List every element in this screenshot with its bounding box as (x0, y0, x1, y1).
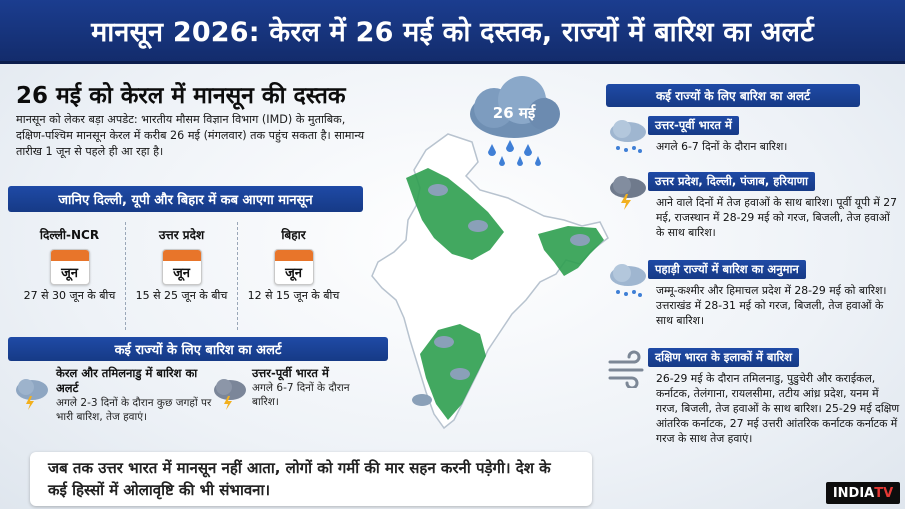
calendar-icon: जून (161, 249, 202, 285)
map-cloud-icon (428, 184, 448, 196)
calendar-icon: जून (273, 249, 314, 285)
page-title: मानसून 2026: केरल में 26 मई को दस्तक, रा… (91, 17, 814, 48)
bottom-note: जब तक उत्तर भारत में मानसून नहीं आता, लो… (30, 452, 592, 506)
thunderstorm-icon (610, 176, 646, 210)
arrival-section-title: जानिए दिल्ली, यूपी और बिहार में कब आएगा … (8, 186, 363, 212)
title-banner: मानसून 2026: केरल में 26 मई को दस्तक, रा… (0, 0, 905, 64)
alert-block-heading: पहाड़ी राज्यों में बारिश का अनुमान (648, 260, 806, 279)
left-alert-item: उत्तर-पूर्वी भारत में अगले 6-7 दिनों के … (252, 366, 362, 409)
rain-cloud-icon (610, 120, 646, 153)
map-cloud-icon (450, 368, 470, 380)
intro-text: मानसून को लेकर बड़ा अपडेट: भारतीय मौसम व… (16, 113, 365, 158)
alert-block-text: अगले 6-7 दिनों के दौरान बारिश। (656, 140, 788, 153)
left-alert-section: केरल और तमिलनाडु में बारिश का अलर्ट अगले… (8, 358, 378, 450)
logo-text-a: INDIA (832, 485, 875, 501)
city-arrival-list: दिल्ली-NCR जून 27 से 30 जून के बीच उत्तर… (14, 222, 349, 330)
right-alert-title: कई राज्यों के लिए बारिश का अलर्ट (606, 84, 860, 107)
city-name: उत्तर प्रदेश (158, 228, 205, 242)
right-alert-block: दक्षिण भारत के इलाकों में बारिश 26-29 मई… (602, 346, 900, 446)
logo-text-b: TV (874, 485, 894, 501)
alert-block-text: जम्मू-कश्मीर और हिमाचल प्रदेश में 28-29 … (656, 284, 887, 327)
city-item-bihar: बिहार जून 12 से 15 जून के बीच (238, 222, 349, 330)
city-name: बिहार (281, 228, 306, 242)
city-date-range: 15 से 25 जून के बीच (135, 289, 228, 302)
wind-icon (608, 350, 644, 388)
alert-block-heading: दक्षिण भारत के इलाकों में बारिश (648, 348, 799, 367)
alert-block-heading: उत्तर प्रदेश, दिल्ली, पंजाब, हरियाणा (648, 172, 815, 191)
calendar-month: जून (61, 266, 78, 281)
city-date-range: 12 से 15 जून के बीच (247, 289, 340, 302)
map-cloud-icon (570, 234, 590, 246)
alert-block-heading: उत्तर-पूर्वी भारत में (648, 116, 739, 135)
right-alert-block: उत्तर-पूर्वी भारत में अगले 6-7 दिनों के … (602, 114, 900, 154)
map-cloud-icon (434, 336, 454, 348)
headline: 26 मई को केरल में मानसून की दस्तक (16, 83, 346, 109)
rain-cloud-icon (610, 264, 646, 297)
map-cloud-icon (468, 220, 488, 232)
calendar-month: जून (173, 266, 190, 281)
calendar-month: जून (285, 266, 302, 281)
alert-item-text: अगले 6-7 दिनों के दौरान बारिश। (252, 382, 350, 408)
left-alert-title: कई राज्यों के लिए बारिश का अलर्ट (8, 337, 388, 361)
city-name: दिल्ली-NCR (39, 228, 100, 242)
thunderstorm-icon (214, 379, 246, 410)
city-date-range: 27 से 30 जून के बीच (23, 289, 116, 302)
right-alert-block: पहाड़ी राज्यों में बारिश का अनुमान जम्मू… (602, 258, 900, 328)
left-alert-item: केरल और तमिलनाडु में बारिश का अलर्ट अगले… (56, 366, 216, 424)
thunderstorm-icon (16, 379, 48, 410)
map-cloud-icon (412, 394, 432, 406)
alert-block-text: आने वाले दिनों में तेज हवाओं के साथ बारि… (656, 196, 898, 239)
right-alert-block: उत्तर प्रदेश, दिल्ली, पंजाब, हरियाणा आने… (602, 170, 900, 240)
alert-item-text: अगले 2-3 दिनों के दौरान कुछ जगहों पर भार… (56, 397, 212, 423)
city-item-delhi: दिल्ली-NCR जून 27 से 30 जून के बीच (14, 222, 126, 330)
calendar-icon: जून (49, 249, 90, 285)
india-map (371, 133, 609, 430)
cloud-date-label: 26 मई (493, 104, 536, 122)
alert-block-text: 26-29 मई के दौरान तमिलनाडु, पुडुचेरी और … (656, 372, 900, 445)
alert-item-title: उत्तर-पूर्वी भारत में (252, 366, 329, 380)
city-item-up: उत्तर प्रदेश जून 15 से 25 जून के बीच (126, 222, 238, 330)
alert-item-title: केरल और तमिलनाडु में बारिश का अलर्ट (56, 366, 198, 395)
monsoon-cloud-icon: 26 मई (470, 76, 560, 166)
india-tv-logo: INDIA TV (826, 482, 900, 504)
